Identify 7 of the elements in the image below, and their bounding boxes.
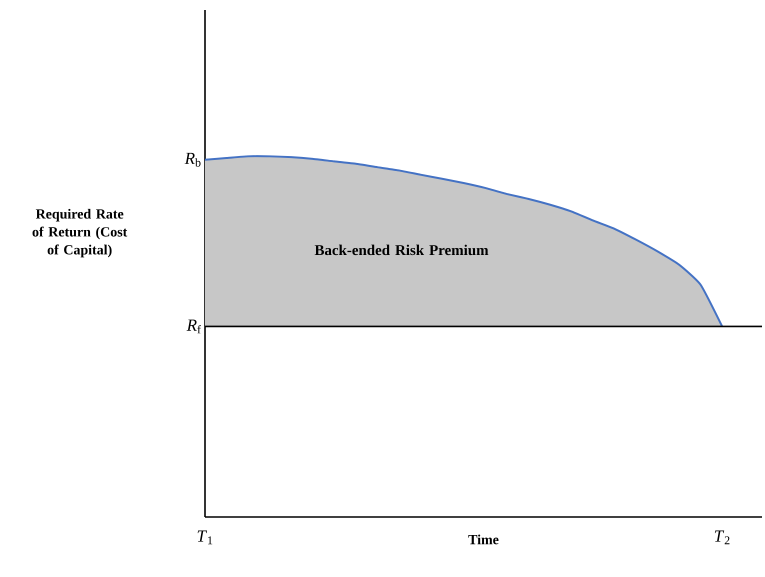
annotation: R$_{f}$ [186, 320, 201, 334]
x-axis-title: Time [468, 534, 499, 544]
y-axis-title: Required Rate of Return (Cost of Capital) [32, 208, 128, 258]
x-tick-label: T$_{2}$ [714, 530, 730, 544]
x-tick-label: T$_{1}$ [198, 530, 212, 544]
annotation: Back-ended Risk Premium [314, 244, 488, 256]
annotation: R$_{b}$ [184, 152, 201, 167]
